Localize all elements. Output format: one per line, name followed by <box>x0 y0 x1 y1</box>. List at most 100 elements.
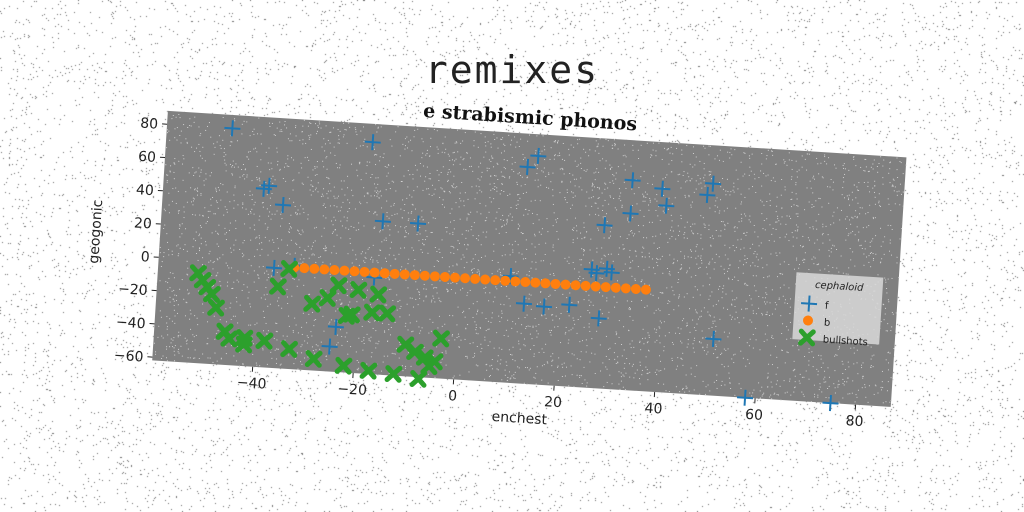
legend-label-b: b <box>824 318 831 329</box>
point-f <box>699 186 716 204</box>
point-bullshots <box>409 369 428 388</box>
point-bullshots <box>363 303 381 322</box>
x-tick-label: −40 <box>236 375 266 393</box>
y-tick-label: 40 <box>136 182 155 199</box>
legend-marker-bullshots <box>798 328 816 347</box>
y-tick-label: −60 <box>113 348 143 366</box>
y-axis-label: geogonic <box>86 199 106 264</box>
point-bullshots <box>406 343 424 361</box>
y-tick-label: 80 <box>140 116 159 133</box>
point-b <box>359 266 370 277</box>
point-f <box>519 158 536 176</box>
point-f <box>530 147 547 164</box>
series-bullshots <box>189 259 450 388</box>
point-bullshots <box>235 328 254 347</box>
point-f <box>705 330 722 348</box>
point-b <box>630 283 641 294</box>
point-bullshots <box>432 329 450 348</box>
point-f <box>224 120 241 137</box>
point-b <box>429 271 440 282</box>
point-f <box>622 205 639 222</box>
axis-ticks: −40 −20 0 20 40 60 80 −60 −40 −20 0 20 40 60 80 <box>113 116 864 431</box>
point-f <box>327 318 344 335</box>
point-b <box>369 267 380 278</box>
point-b <box>500 275 511 286</box>
point-f <box>658 197 675 214</box>
point-b <box>640 284 651 295</box>
point-bullshots <box>280 340 298 358</box>
point-f <box>502 268 519 285</box>
x-tick-label: 20 <box>544 394 563 411</box>
point-b <box>349 266 360 277</box>
point-bullshots <box>420 357 439 376</box>
y-tick-label: −20 <box>118 281 148 299</box>
point-b <box>480 274 491 285</box>
point-f <box>736 389 754 406</box>
point-bullshots <box>369 285 388 304</box>
point-bullshots <box>384 365 403 383</box>
point-b <box>560 279 571 290</box>
point-bullshots <box>334 356 353 375</box>
point-b <box>299 263 310 274</box>
point-b <box>309 263 320 274</box>
point-bullshots <box>378 304 397 323</box>
point-f <box>261 177 278 194</box>
point-b <box>520 277 531 288</box>
x-axis-label: enchest <box>491 409 548 428</box>
point-b <box>399 269 410 280</box>
legend-entries: fb bullshots <box>798 295 868 349</box>
point-f <box>274 196 292 214</box>
point-bullshots <box>303 294 322 313</box>
legend-title: cephaloid <box>815 280 865 294</box>
point-f <box>596 217 613 234</box>
chart-rotated-group: e strabismic phonos −40 −20 0 20 40 60 80−60−4… <box>86 100 907 431</box>
y-tick-label: −40 <box>115 314 145 332</box>
point-f <box>364 134 381 151</box>
y-tick-label: 60 <box>138 149 157 166</box>
point-bullshots <box>202 285 221 303</box>
point-b <box>329 265 340 276</box>
point-f <box>654 180 671 197</box>
point-b <box>600 282 611 293</box>
x-tick-label: 0 <box>448 388 458 405</box>
x-tick-label: 60 <box>745 407 764 424</box>
point-bullshots <box>215 322 234 341</box>
series-b <box>289 262 651 295</box>
legend-label-f: f <box>825 301 830 312</box>
point-b <box>510 276 521 287</box>
point-b <box>389 268 400 279</box>
point-f <box>603 264 620 281</box>
y-tick-label: 20 <box>133 215 152 232</box>
point-b <box>409 270 420 281</box>
figure-suptitle: remixes <box>424 48 600 92</box>
point-f <box>535 298 553 315</box>
point-bullshots <box>207 298 225 317</box>
point-f <box>624 172 641 189</box>
point-bullshots <box>349 281 368 299</box>
point-f <box>374 213 391 230</box>
point-bullshots <box>329 276 348 295</box>
point-b <box>550 278 561 289</box>
point-b <box>460 273 471 284</box>
legend-box <box>792 272 884 345</box>
y-tick-label: 0 <box>140 249 150 266</box>
point-bullshots <box>342 305 361 324</box>
point-bullshots <box>280 259 298 278</box>
point-b <box>419 270 430 281</box>
point-f <box>265 259 283 276</box>
legend-marker-f <box>801 295 818 312</box>
point-f <box>561 296 578 313</box>
point-b <box>319 264 330 275</box>
point-f <box>515 295 533 312</box>
data-marks <box>189 120 839 412</box>
point-b <box>490 275 501 286</box>
point-f <box>321 338 338 355</box>
point-b <box>580 280 591 291</box>
point-b <box>339 265 350 276</box>
point-b <box>590 281 601 292</box>
x-tick-label: 80 <box>845 413 864 430</box>
point-f <box>588 265 605 282</box>
x-tick-label: 40 <box>644 400 663 417</box>
legend-label-bullshots: bullshots <box>822 335 868 349</box>
